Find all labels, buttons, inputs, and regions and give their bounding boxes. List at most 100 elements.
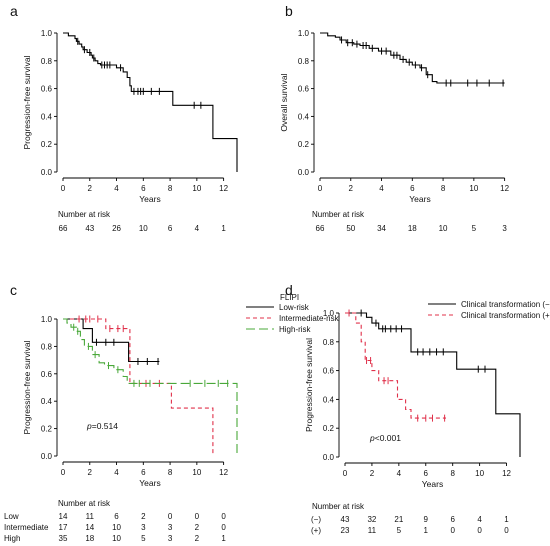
y-tick-label: 0.2 xyxy=(41,425,53,434)
risk-count: 4 xyxy=(195,224,200,233)
x-tick-label: 0 xyxy=(343,469,348,478)
risk-count: 0 xyxy=(221,523,226,532)
risk-count: 1 xyxy=(424,526,429,535)
risk-count: 14 xyxy=(85,523,94,532)
x-axis-title: Years xyxy=(409,194,430,204)
p-symbol: p xyxy=(86,421,92,431)
risk-count: 5 xyxy=(472,224,477,233)
p-value: p<0.001 xyxy=(369,433,401,443)
risk-count: 11 xyxy=(86,512,95,521)
y-tick-label: 1.0 xyxy=(323,309,335,318)
risk-row-label: (−) xyxy=(311,515,321,524)
y-tick-label: 0.8 xyxy=(41,57,53,66)
km-curve-2 xyxy=(63,318,214,456)
risk-table-title: Number at risk xyxy=(58,210,111,219)
risk-count: 0 xyxy=(504,526,509,535)
risk-table-title: Number at risk xyxy=(312,210,365,219)
risk-count: 50 xyxy=(346,224,355,233)
risk-count: 0 xyxy=(221,512,226,521)
risk-count: 18 xyxy=(408,224,417,233)
risk-count: 3 xyxy=(502,224,507,233)
legend-title: FLIPI xyxy=(280,293,299,302)
legend-entry: High-risk xyxy=(279,325,312,334)
risk-count: 26 xyxy=(112,224,121,233)
legend-entry: Clinical transformation (−) xyxy=(461,300,550,309)
panel-a: a 0.0 0.2 0.4 0.6 0.8 1.0 0 2 4 6 8 10 12 Years Progres… xyxy=(10,3,238,233)
y-tick-label: 0.2 xyxy=(323,424,335,433)
x-tick-label: 12 xyxy=(219,184,228,193)
y-tick-label: 1.0 xyxy=(41,315,53,324)
km-curve-1 xyxy=(345,312,521,457)
x-tick-label: 10 xyxy=(192,468,201,477)
y-tick-label: 0.4 xyxy=(298,112,310,121)
y-tick-label: 0.0 xyxy=(41,452,53,461)
y-axis-title: Progression-free survival xyxy=(22,55,32,149)
legend-entry: Clinical transformation (+) xyxy=(461,311,550,320)
risk-count: 18 xyxy=(85,534,94,543)
risk-count: 10 xyxy=(112,534,121,543)
x-tick-label: 2 xyxy=(370,469,375,478)
risk-row-label: Low xyxy=(4,512,19,521)
x-tick-label: 4 xyxy=(397,469,402,478)
y-tick-label: 0.6 xyxy=(41,370,53,379)
risk-count: 1 xyxy=(221,224,226,233)
risk-count: 66 xyxy=(316,224,325,233)
y-axis-title: Progression-free survival xyxy=(22,340,32,434)
y-tick-label: 0.0 xyxy=(41,168,53,177)
risk-count: 1 xyxy=(221,534,226,543)
risk-count: 2 xyxy=(195,523,200,532)
risk-count: 10 xyxy=(112,523,121,532)
y-tick-label: 0.4 xyxy=(41,112,53,121)
x-tick-label: 6 xyxy=(424,469,429,478)
risk-count: 32 xyxy=(367,515,376,524)
panel-label: d xyxy=(285,282,293,298)
x-tick-label: 2 xyxy=(88,468,93,477)
x-tick-label: 6 xyxy=(410,184,415,193)
risk-row-label: Intermediate xyxy=(4,523,49,532)
y-tick-label: 0.8 xyxy=(41,342,53,351)
y-tick-label: 0.6 xyxy=(41,85,53,94)
x-tick-label: 10 xyxy=(469,184,478,193)
risk-count: 34 xyxy=(377,224,386,233)
risk-count: 3 xyxy=(168,523,173,532)
risk-count: 11 xyxy=(368,526,377,535)
risk-count: 0 xyxy=(477,526,482,535)
risk-row-label: (+) xyxy=(311,526,321,535)
panel-label: b xyxy=(285,3,293,19)
risk-count: 2 xyxy=(141,512,146,521)
risk-count: 6 xyxy=(450,515,455,524)
risk-count: 4 xyxy=(477,515,482,524)
risk-count: 0 xyxy=(195,512,200,521)
km-curve-1 xyxy=(63,32,238,172)
risk-count: 17 xyxy=(59,523,68,532)
panel-label: a xyxy=(10,3,18,19)
km-curve-3 xyxy=(63,318,238,456)
y-tick-label: 0.4 xyxy=(323,395,335,404)
p-number: <0.001 xyxy=(375,433,402,443)
risk-count: 10 xyxy=(139,224,148,233)
risk-count: 21 xyxy=(394,515,403,524)
risk-count: 5 xyxy=(141,534,146,543)
x-tick-label: 4 xyxy=(114,184,119,193)
x-tick-label: 6 xyxy=(141,184,146,193)
x-axis-title: Years xyxy=(139,478,160,488)
y-tick-label: 0.4 xyxy=(41,397,53,406)
y-tick-label: 0.8 xyxy=(298,57,310,66)
risk-count: 0 xyxy=(450,526,455,535)
risk-count: 5 xyxy=(397,526,402,535)
risk-count: 10 xyxy=(439,224,448,233)
risk-count: 6 xyxy=(114,512,119,521)
y-tick-label: 0.0 xyxy=(323,453,335,462)
risk-count: 43 xyxy=(341,515,350,524)
panel-c: c0.00.20.40.60.81.00 2 4 6 8 10 12YearsProgres… xyxy=(4,282,340,543)
x-tick-label: 4 xyxy=(379,184,384,193)
y-tick-label: 0.8 xyxy=(323,338,335,347)
panel-d: d0.00.20.40.60.81.00 2 4 6 8 10 12YearsProgres… xyxy=(285,282,550,535)
x-tick-label: 8 xyxy=(441,184,446,193)
risk-count: 6 xyxy=(168,224,173,233)
y-tick-label: 1.0 xyxy=(298,29,310,38)
y-tick-label: 0.2 xyxy=(298,140,310,149)
risk-table-title: Number at risk xyxy=(58,499,111,508)
y-axis-title: Overall survival xyxy=(279,73,289,131)
